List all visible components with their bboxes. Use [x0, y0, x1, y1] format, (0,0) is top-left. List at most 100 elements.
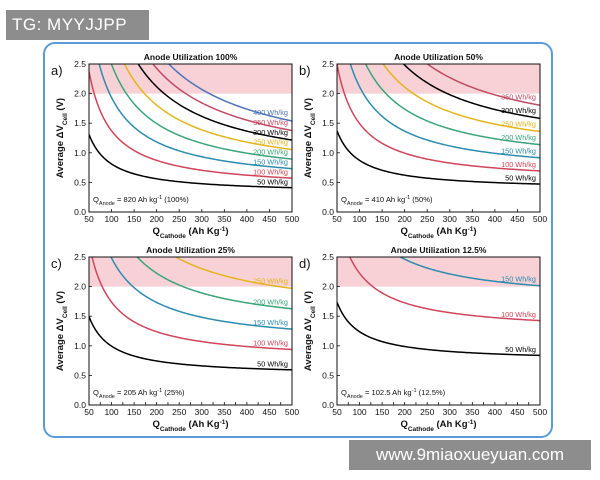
curve-50-whkg: [337, 301, 540, 357]
curve-label-150: 150 Wh/kg: [501, 275, 536, 284]
curve-350-whkg: [152, 64, 292, 132]
x-axis-label: QCathode (Ah Kg-1): [400, 226, 476, 240]
x-axis-label: QCathode (Ah Kg-1): [152, 226, 228, 240]
x-tick-label: 400: [240, 407, 254, 417]
curve-300-whkg: [137, 64, 292, 141]
panel-letter: b): [299, 63, 311, 78]
x-tick-label: 300: [443, 214, 457, 224]
y-tick-label: 2.5: [74, 59, 86, 69]
curve-label-200: 200 Wh/kg: [501, 133, 536, 142]
panel-title: Anode Utilization 50%: [394, 52, 483, 62]
curve-150-whkg: [98, 64, 292, 170]
curve-150-whkg: [110, 257, 292, 330]
y-axis-label: Average ΔVCell (V): [55, 98, 69, 178]
y-tick-label: 2.5: [322, 59, 334, 69]
x-tick-label: 400: [488, 407, 502, 417]
curve-200-whkg: [364, 64, 540, 146]
y-tick-label: 2.0: [322, 89, 334, 99]
curve-label-100: 100 Wh/kg: [501, 310, 536, 319]
y-tick-label: 1.5: [322, 118, 334, 128]
y-tick-label: 2.0: [322, 282, 334, 292]
panel-title: Anode Utilization 25%: [146, 245, 235, 255]
curve-250-whkg: [123, 64, 292, 151]
y-tick-label: 0.0: [74, 207, 86, 217]
x-tick-label: 500: [533, 407, 547, 417]
watermark-bottom-label: www.9miaoxueyuan.com: [349, 440, 591, 470]
y-axis-label: Average ΔVCell (V): [303, 98, 317, 178]
curve-label-50: 50 Wh/kg: [257, 359, 288, 368]
curve-100-whkg: [337, 64, 540, 172]
y-tick-label: 1.5: [74, 311, 86, 321]
panel-letter: d): [299, 256, 311, 271]
y-tick-label: 2.5: [74, 252, 86, 262]
watermark-top-label: TG: MYYJJPP: [6, 10, 149, 40]
curve-label-250: 250 Wh/kg: [501, 120, 536, 129]
curve-label-100: 100 Wh/kg: [253, 339, 288, 348]
x-tick-label: 50: [332, 407, 342, 417]
curve-label-100: 100 Wh/kg: [253, 167, 288, 176]
curve-label-50: 50 Wh/kg: [257, 177, 288, 186]
x-tick-label: 50: [84, 214, 94, 224]
panel-title: Anode Utilization 12.5%: [391, 245, 487, 255]
x-tick-label: 350: [465, 214, 479, 224]
x-axis-label: QCathode (Ah Kg-1): [152, 419, 228, 433]
curve-label-100: 100 Wh/kg: [501, 160, 536, 169]
x-tick-label: 250: [420, 407, 434, 417]
y-tick-label: 1.5: [74, 118, 86, 128]
x-tick-label: 450: [510, 214, 524, 224]
y-tick-label: 0.0: [322, 400, 334, 410]
x-tick-label: 500: [285, 407, 299, 417]
x-tick-label: 200: [398, 407, 412, 417]
x-tick-label: 250: [420, 214, 434, 224]
x-tick-label: 100: [352, 214, 366, 224]
curve-label-300: 300 Wh/kg: [253, 128, 288, 137]
x-tick-label: 150: [375, 407, 389, 417]
curve-label-50: 50 Wh/kg: [505, 174, 536, 183]
anode-capacity-note: QAnode = 205 Ah kg-1 (25%): [93, 388, 185, 400]
curve-300-whkg: [402, 64, 540, 120]
curve-200-whkg: [136, 257, 292, 310]
curve-label-150: 150 Wh/kg: [501, 147, 536, 156]
y-tick-label: 0.5: [74, 370, 86, 380]
plot-frame: [88, 63, 293, 213]
curve-150-whkg: [349, 64, 540, 159]
x-tick-label: 200: [150, 407, 164, 417]
curve-label-200: 200 Wh/kg: [253, 148, 288, 157]
y-tick-label: 1.0: [322, 341, 334, 351]
curve-400-whkg: [167, 64, 292, 122]
curve-200-whkg: [110, 64, 292, 160]
x-tick-label: 150: [127, 407, 141, 417]
x-tick-label: 50: [332, 214, 342, 224]
curve-50-whkg: [89, 134, 292, 189]
x-tick-label: 100: [104, 214, 118, 224]
curve-label-250: 250 Wh/kg: [253, 277, 288, 286]
chart-panel-4: 50 Wh/kg 100 Wh/kg 150 Wh/kg 50 100 150 200 250…: [299, 245, 547, 433]
y-tick-label: 2.0: [74, 89, 86, 99]
anode-capacity-note: QAnode = 410 Ah kg-1 (50%): [341, 195, 433, 207]
x-tick-label: 200: [398, 214, 412, 224]
x-tick-label: 400: [240, 214, 254, 224]
curve-100-whkg: [89, 71, 292, 179]
x-tick-label: 150: [375, 214, 389, 224]
curve-250-whkg: [174, 257, 292, 290]
curve-label-250: 250 Wh/kg: [253, 138, 288, 147]
x-tick-label: 50: [84, 407, 94, 417]
curve-label-350: 350 Wh/kg: [501, 93, 536, 102]
y-axis-label: Average ΔVCell (V): [55, 291, 69, 371]
x-tick-label: 350: [217, 214, 231, 224]
y-tick-label: 1.0: [74, 148, 86, 158]
y-tick-label: 2.5: [322, 252, 334, 262]
curve-label-350: 350 Wh/kg: [253, 118, 288, 127]
panel-letter: c): [51, 256, 62, 271]
x-tick-label: 300: [443, 407, 457, 417]
panel-title: Anode Utilization 100%: [144, 52, 238, 62]
x-tick-label: 200: [150, 214, 164, 224]
y-tick-label: 1.5: [322, 311, 334, 321]
x-tick-label: 100: [104, 407, 118, 417]
y-tick-label: 0.0: [322, 207, 334, 217]
x-axis-label: QCathode (Ah Kg-1): [400, 419, 476, 433]
x-tick-label: 300: [195, 407, 209, 417]
panel-letter: a): [51, 63, 63, 78]
